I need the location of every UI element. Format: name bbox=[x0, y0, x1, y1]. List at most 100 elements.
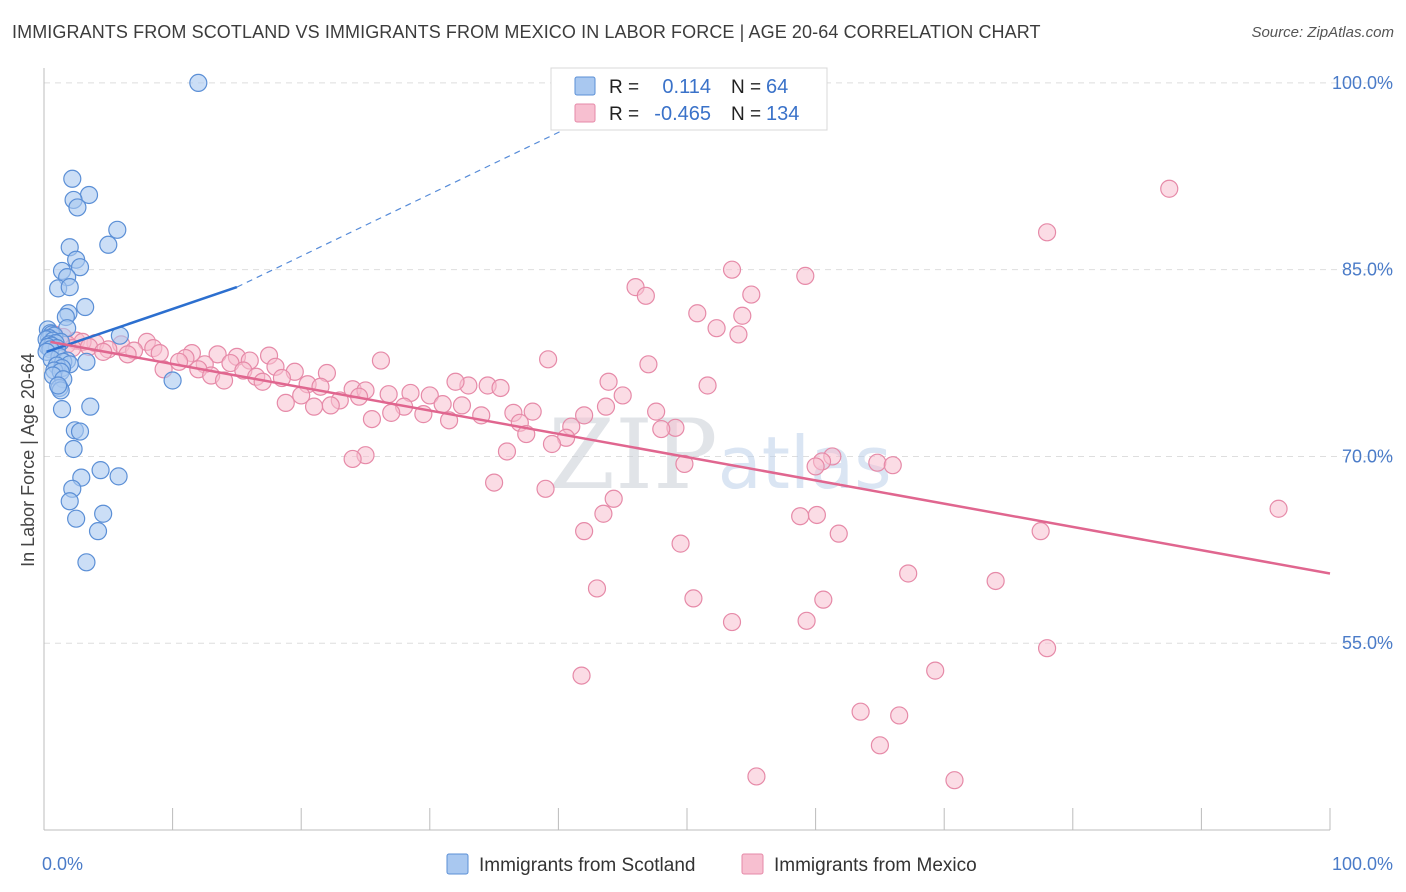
mexico-point bbox=[733, 306, 752, 325]
mexico-point bbox=[796, 266, 815, 286]
mexico-point bbox=[814, 590, 833, 609]
mexico-trend-line bbox=[50, 340, 1331, 575]
mexico-point bbox=[945, 771, 964, 790]
mexico-point bbox=[446, 372, 465, 391]
scotland-point bbox=[109, 467, 128, 486]
mexico-point bbox=[829, 524, 848, 543]
mexico-point bbox=[742, 285, 761, 304]
legend-label: Immigrants from Mexico bbox=[774, 855, 977, 876]
y-tick-label: 70.0% bbox=[1342, 446, 1393, 466]
legend-label: Immigrants from Scotland bbox=[479, 855, 695, 876]
mexico-point bbox=[169, 352, 189, 371]
mexico-point bbox=[707, 319, 726, 338]
mexico-point bbox=[899, 564, 918, 583]
mexico-point bbox=[647, 402, 666, 421]
scotland-trend-line bbox=[46, 285, 238, 354]
scotland-point bbox=[76, 297, 95, 317]
mexico-point bbox=[613, 386, 632, 405]
mexico-point bbox=[594, 504, 613, 523]
mexico-point bbox=[575, 406, 594, 425]
mexico-point bbox=[1031, 522, 1050, 541]
scotland-point bbox=[108, 220, 127, 239]
mexico-point bbox=[851, 702, 870, 721]
scotland-points bbox=[37, 73, 208, 572]
scotland-point bbox=[68, 198, 87, 217]
scotland-point bbox=[64, 439, 83, 459]
stats-legend-box: R = 0.114 N = 64 R = -0.465 N = 134 bbox=[550, 67, 828, 131]
mexico-point bbox=[276, 393, 295, 413]
mexico-point bbox=[688, 304, 707, 323]
mexico-point bbox=[304, 397, 324, 416]
mexico-point bbox=[343, 449, 362, 469]
mexico-point bbox=[536, 479, 555, 498]
y-tick-label: 100.0% bbox=[1332, 73, 1393, 93]
scotland-point bbox=[99, 235, 118, 254]
mexico-point bbox=[652, 419, 671, 439]
mexico-point bbox=[572, 666, 591, 685]
scotland-point bbox=[91, 461, 110, 480]
mexico-point bbox=[596, 397, 616, 416]
axis-layer: 100.0% 85.0% 70.0% 55.0% 0.0% 100.0% In Labor … bbox=[18, 68, 1393, 874]
mexico-point bbox=[523, 402, 542, 421]
mexico-point bbox=[497, 442, 517, 461]
scotland-point bbox=[77, 553, 96, 572]
mexico-point bbox=[542, 434, 562, 454]
scotland-point bbox=[52, 400, 72, 419]
mexico-point bbox=[321, 396, 340, 415]
scotland-point bbox=[77, 352, 96, 371]
scotland-point bbox=[189, 73, 208, 93]
mexico-point bbox=[379, 385, 398, 404]
mexico-point bbox=[491, 378, 510, 398]
watermark-zip: ZIP bbox=[548, 399, 717, 511]
mexico-point bbox=[382, 403, 401, 422]
mexico-point bbox=[870, 736, 890, 755]
chart-source: Source: ZipAtlas.com bbox=[1251, 24, 1394, 41]
mexico-point bbox=[575, 522, 594, 541]
mexico-point bbox=[797, 611, 816, 630]
x-tick-label: 100.0% bbox=[1332, 854, 1393, 874]
mexico-point bbox=[371, 351, 391, 370]
mexico-point bbox=[539, 350, 558, 369]
scotland-point bbox=[60, 278, 79, 297]
mexico-point bbox=[485, 473, 504, 492]
mexico-point bbox=[698, 376, 717, 395]
chart-title: IMMIGRANTS FROM SCOTLAND VS IMMIGRANTS F… bbox=[12, 22, 1041, 42]
mexico-point bbox=[214, 371, 234, 390]
mexico-point bbox=[208, 345, 227, 364]
mexico-point bbox=[150, 344, 169, 363]
mexico-point bbox=[722, 260, 742, 279]
y-tick-label: 55.0% bbox=[1342, 633, 1393, 653]
stats-n-value: 64 bbox=[766, 76, 788, 98]
scotland-point bbox=[60, 492, 79, 511]
watermark-atlas: atlas bbox=[718, 421, 892, 505]
watermark: ZIPatlas bbox=[548, 399, 891, 511]
mexico-point bbox=[452, 396, 472, 415]
x-tick-label: 0.0% bbox=[42, 854, 83, 874]
trend-layer bbox=[46, 82, 1331, 575]
mexico-point bbox=[1269, 499, 1288, 518]
mexico-point bbox=[722, 612, 742, 632]
stats-n-value: 134 bbox=[766, 103, 799, 125]
mexico-point bbox=[587, 579, 607, 598]
mexico-point bbox=[362, 409, 382, 429]
mexico-point bbox=[729, 325, 748, 344]
mexico-point bbox=[868, 453, 887, 472]
mexico-point bbox=[420, 386, 439, 405]
mexico-point bbox=[671, 534, 690, 553]
mexico-point bbox=[433, 395, 452, 414]
scotland-point bbox=[163, 371, 182, 390]
stats-r-label: R = bbox=[609, 104, 639, 125]
stats-r-value: -0.465 bbox=[654, 103, 711, 125]
legend-swatch bbox=[741, 853, 764, 875]
mexico-point bbox=[639, 355, 658, 374]
mexico-point bbox=[883, 456, 902, 475]
stats-r-label: R = bbox=[609, 77, 639, 98]
scotland-point bbox=[67, 509, 86, 528]
scotland-point bbox=[70, 422, 90, 441]
scotland-point bbox=[63, 169, 82, 188]
bottom-legend: Immigrants from Scotland Immigrants from … bbox=[446, 853, 977, 876]
mexico-point bbox=[806, 457, 825, 476]
legend-swatch bbox=[446, 853, 469, 875]
mexico-point bbox=[599, 372, 618, 391]
scotland-point bbox=[70, 258, 90, 277]
